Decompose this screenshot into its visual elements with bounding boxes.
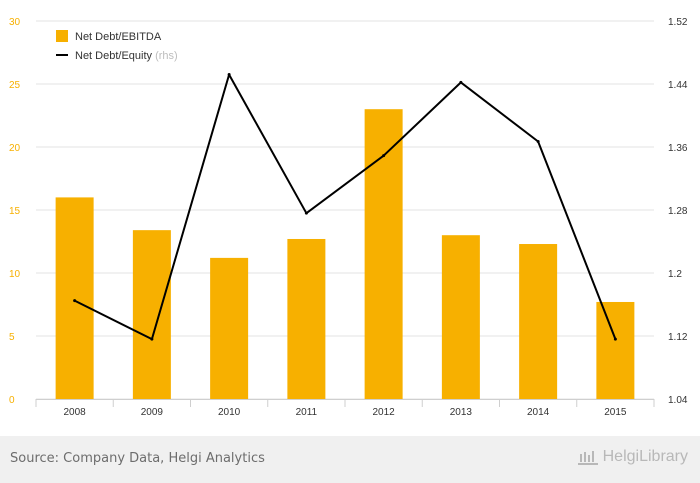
- y-right-tick-label: 1.2: [668, 269, 682, 280]
- line-point[interactable]: [227, 73, 231, 77]
- chart-canvas: 0 1.04 5 1.12 10 1.2 15 1.28 20 1.36 25 1.44 30 1.52 2…: [9, 17, 688, 418]
- line-point[interactable]: [73, 299, 77, 303]
- x-tick-label: 2014: [527, 407, 550, 418]
- legend-swatch-bar: [56, 30, 68, 42]
- x-tick-label: 2012: [373, 407, 396, 418]
- x-tick-label: 2015: [604, 407, 627, 418]
- legend-label-line: Net Debt/Equity (rhs): [75, 50, 178, 62]
- y-right-tick-label: 1.04: [668, 395, 688, 406]
- bar[interactable]: [519, 244, 558, 399]
- y-left-tick-label: 25: [9, 80, 21, 91]
- line-point[interactable]: [459, 80, 463, 84]
- x-tick-label: 2011: [296, 407, 318, 418]
- line-point[interactable]: [150, 337, 154, 341]
- y-right-tick-label: 1.52: [668, 17, 688, 28]
- y-left-tick-label: 10: [9, 269, 21, 280]
- x-tick-label: 2013: [450, 407, 473, 418]
- y-left-tick-label: 5: [9, 332, 15, 343]
- line-point[interactable]: [536, 139, 540, 143]
- line-series[interactable]: [74, 73, 617, 341]
- y-right-tick-label: 1.28: [668, 206, 688, 217]
- legend-label-bar: Net Debt/EBITDA: [75, 31, 162, 43]
- y-right-tick-label: 1.12: [668, 332, 688, 343]
- bar[interactable]: [441, 235, 480, 399]
- library-icon: [577, 451, 598, 465]
- x-tick-label: 2008: [64, 407, 87, 418]
- bar[interactable]: [55, 197, 94, 399]
- brand-logo[interactable]: HelgiLibrary: [577, 448, 688, 466]
- bar[interactable]: [132, 230, 171, 399]
- bar[interactable]: [364, 109, 403, 399]
- line-point[interactable]: [382, 154, 386, 158]
- bar[interactable]: [287, 238, 326, 399]
- bar[interactable]: [596, 301, 635, 399]
- y-left-tick-label: 15: [9, 206, 21, 217]
- brand-name: HelgiLibrary: [602, 448, 688, 465]
- legend-suffix: (rhs): [155, 50, 178, 62]
- footer-band: [0, 436, 700, 483]
- y-right-tick-label: 1.36: [668, 143, 688, 154]
- line-point[interactable]: [613, 337, 617, 341]
- source-note: Source: Company Data, Helgi Analytics: [10, 451, 265, 466]
- bar[interactable]: [210, 257, 249, 399]
- y-left-tick-label: 20: [9, 143, 21, 154]
- y-left-tick-label: 30: [9, 17, 21, 28]
- x-tick-label: 2010: [218, 407, 241, 418]
- y-left-tick-label: 0: [9, 395, 15, 406]
- y-right-tick-label: 1.44: [668, 80, 688, 91]
- x-tick-label: 2009: [141, 407, 164, 418]
- line-point[interactable]: [304, 211, 308, 215]
